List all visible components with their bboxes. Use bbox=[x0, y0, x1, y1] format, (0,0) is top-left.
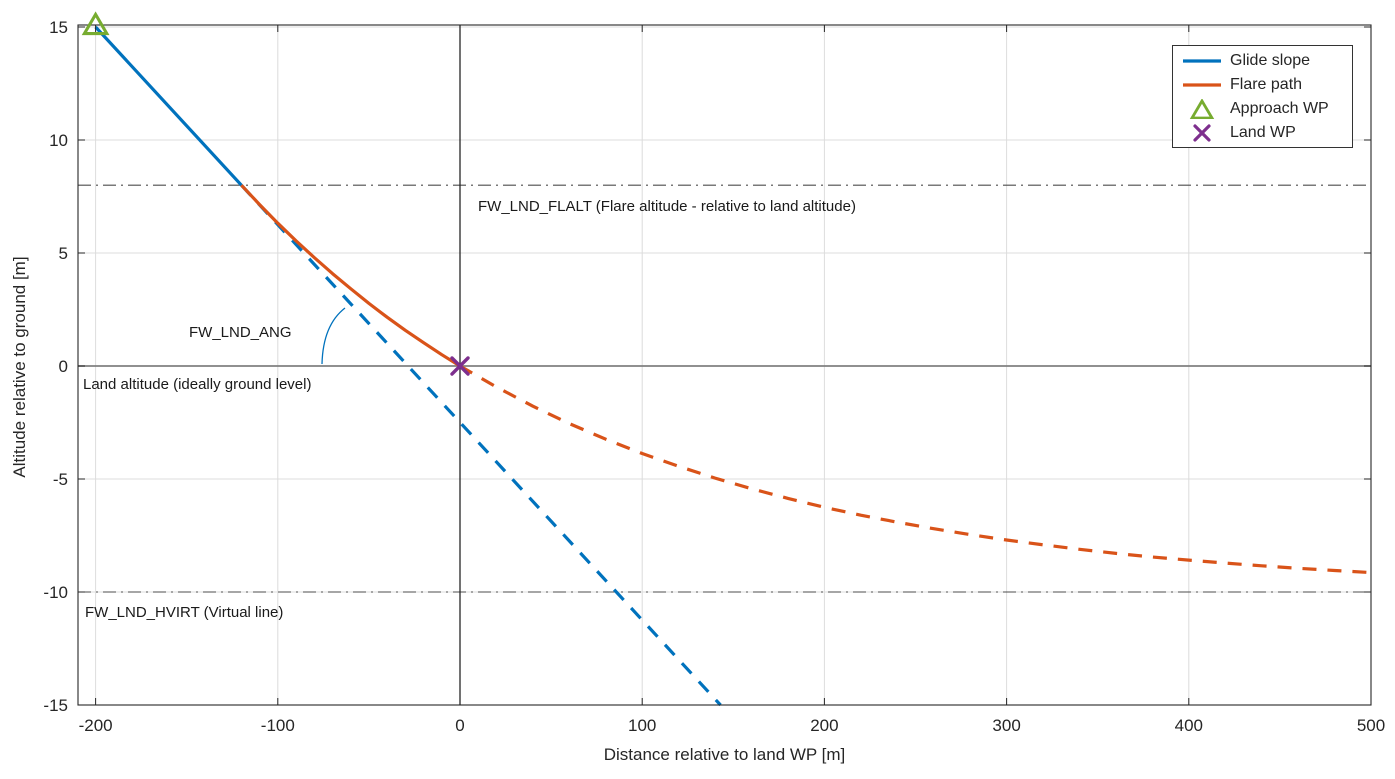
glide-angle-arc bbox=[321, 307, 346, 365]
x-tick-label: 400 bbox=[1175, 716, 1203, 735]
approach-wp-marker bbox=[81, 11, 110, 36]
x-tick-label: -100 bbox=[261, 716, 295, 735]
y-tick-label: -15 bbox=[43, 696, 68, 715]
x-tick-label: 200 bbox=[810, 716, 838, 735]
legend-triangle-icon bbox=[1189, 98, 1215, 119]
legend-item-flare-path: Flare path bbox=[1179, 73, 1352, 97]
y-tick-label: 15 bbox=[49, 18, 68, 37]
y-tick-label: -5 bbox=[53, 470, 68, 489]
legend-item-land-wp: Land WP bbox=[1179, 121, 1352, 145]
x-tick-label: 0 bbox=[455, 716, 464, 735]
land-wp-marker bbox=[450, 356, 470, 376]
y-tick-label: -10 bbox=[43, 583, 68, 602]
axes-box bbox=[77, 24, 1372, 706]
series-flare-path-extension bbox=[459, 364, 1372, 575]
y-tick-label: 0 bbox=[59, 357, 68, 376]
land-altitude-annotation: Land altitude (ideally ground level) bbox=[83, 376, 312, 393]
series-glide-slope-virtual-extension bbox=[240, 184, 722, 707]
series-glide-slope bbox=[94, 25, 243, 187]
legend-line-swatch bbox=[1183, 82, 1221, 87]
legend-x-icon bbox=[1193, 123, 1211, 142]
legend-label: Approach WP bbox=[1230, 99, 1329, 117]
x-axis-label: Distance relative to land WP [m] bbox=[603, 745, 846, 764]
virtual-line-annotation: FW_LND_HVIRT (Virtual line) bbox=[85, 604, 284, 621]
glide-angle-annotation: FW_LND_ANG bbox=[189, 324, 292, 341]
y-axis-label: Altitude relative to ground [m] bbox=[10, 256, 29, 478]
legend-item-approach-wp: Approach WP bbox=[1179, 97, 1352, 121]
x-tick-label: -200 bbox=[79, 716, 113, 735]
legend-label: Land WP bbox=[1230, 123, 1296, 141]
series-flare-path bbox=[240, 184, 461, 368]
legend-line-swatch bbox=[1183, 58, 1221, 63]
y-tick-label: 10 bbox=[49, 131, 68, 150]
y-tick-label: 5 bbox=[59, 244, 68, 263]
x-tick-label: 300 bbox=[992, 716, 1020, 735]
x-tick-label: 500 bbox=[1357, 716, 1385, 735]
legend-label: Glide slope bbox=[1230, 51, 1311, 69]
legend-item-glide-slope: Glide slope bbox=[1179, 49, 1352, 73]
legend: Glide slope Flare path Approach WP Land WP bbox=[1172, 45, 1353, 148]
legend-label: Flare path bbox=[1230, 75, 1303, 93]
flare-altitude-annotation: FW_LND_FLALT (Flare altitude - relative … bbox=[478, 198, 856, 215]
x-tick-label: 100 bbox=[628, 716, 656, 735]
